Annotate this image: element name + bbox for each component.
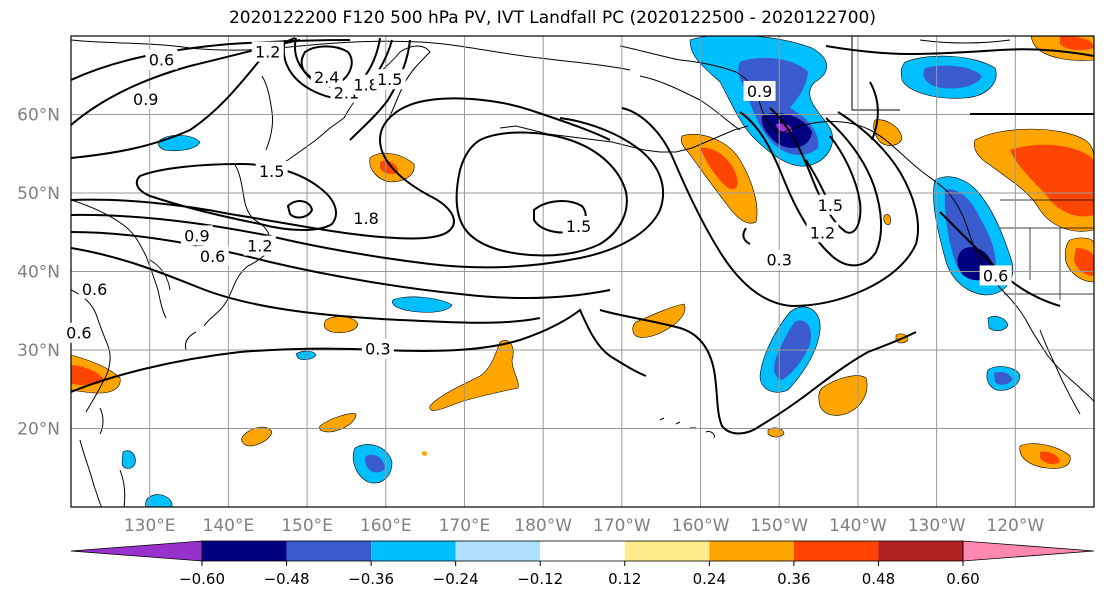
latitude-label: 30°N bbox=[17, 341, 60, 361]
longitude-label: 150°E bbox=[281, 516, 333, 536]
contour-label-background bbox=[78, 278, 111, 299]
contour-label-background bbox=[145, 49, 178, 70]
contour-label-background bbox=[743, 80, 776, 101]
contour-label: 1.5 bbox=[377, 70, 402, 89]
contour-label-background bbox=[562, 215, 595, 236]
contour-label: 1.5 bbox=[818, 196, 843, 215]
contour-label: 0.3 bbox=[365, 339, 390, 358]
contour-label-background bbox=[255, 161, 288, 182]
contour-label-background bbox=[373, 69, 406, 90]
contour-label: 1.8 bbox=[353, 209, 378, 228]
latitude-label: 60°N bbox=[17, 106, 60, 126]
contour-label-background bbox=[310, 66, 343, 87]
contour-label: 1.5 bbox=[566, 217, 591, 236]
contour-label-background bbox=[763, 249, 796, 270]
contour-labels: 0.60.91.22.42.11.81.51.51.80.91.20.60.60… bbox=[62, 41, 1012, 359]
contour-label: 0.6 bbox=[149, 51, 174, 70]
latitude-labels: 20°N 30°N 40°N 50°N 60°N bbox=[17, 106, 60, 440]
contour-label: 2.4 bbox=[314, 68, 339, 87]
contour-label-background bbox=[129, 88, 162, 109]
longitude-labels: 130°E 140°E 150°E 160°E 170°E 180°W 170°W 160°W… bbox=[124, 516, 1045, 536]
contour-label-background bbox=[62, 322, 95, 343]
contour-label-background bbox=[243, 235, 276, 256]
colorbar-tick-label: −0.36 bbox=[348, 570, 394, 588]
contour-label-background bbox=[814, 194, 847, 215]
colorbar-segment bbox=[624, 541, 710, 561]
gridlines bbox=[71, 36, 1094, 507]
colorbar-frame bbox=[201, 540, 964, 562]
contour-label-background bbox=[180, 225, 213, 246]
colorbar-segment bbox=[793, 541, 879, 561]
colorbar-segment bbox=[455, 541, 541, 561]
map-frame bbox=[70, 35, 1095, 508]
contour-label: 0.6 bbox=[66, 324, 91, 343]
latitude-label: 20°N bbox=[17, 420, 60, 440]
contour-label: 0.9 bbox=[184, 226, 209, 245]
colorbar-tick-label: 0.12 bbox=[608, 570, 641, 588]
contour-label: 0.3 bbox=[767, 251, 792, 270]
longitude-label: 120°W bbox=[986, 516, 1044, 536]
contour-label: 1.8 bbox=[353, 76, 378, 95]
longitude-label: 150°W bbox=[750, 516, 808, 536]
contour-label: 0.6 bbox=[983, 266, 1008, 285]
colorbar-segment bbox=[878, 541, 963, 561]
longitude-label: 170°W bbox=[593, 516, 651, 536]
colorbar: −0.60 −0.48 −0.36 −0.24 −0.12 0.12 0.24 0.36 0.4… bbox=[70, 540, 1095, 588]
colorbar-tick-label: −0.12 bbox=[517, 570, 563, 588]
contour-label: 1.5 bbox=[259, 162, 284, 181]
latitude-label: 50°N bbox=[17, 184, 60, 204]
colorbar-tick-label: 0.60 bbox=[946, 570, 979, 588]
contour-label-background bbox=[196, 245, 229, 266]
longitude-label: 140°E bbox=[203, 516, 255, 536]
contour-label-background bbox=[979, 265, 1012, 286]
longitude-label: 170°E bbox=[439, 516, 491, 536]
contour-label-background bbox=[251, 41, 284, 62]
colorbar-tick-label: −0.24 bbox=[433, 570, 479, 588]
contour-label: 0.6 bbox=[200, 247, 225, 266]
longitude-label: 180°W bbox=[514, 516, 572, 536]
longitude-label: 160°W bbox=[672, 516, 730, 536]
colorbar-segment bbox=[371, 541, 456, 561]
colorbar-segment bbox=[540, 541, 625, 561]
contour-label-background bbox=[350, 208, 383, 229]
latitude-label: 40°N bbox=[17, 263, 60, 283]
longitude-label: 160°E bbox=[360, 516, 412, 536]
colorbar-lower-extension bbox=[70, 540, 203, 562]
colorbar-segment bbox=[286, 541, 372, 561]
contour-label: 0.6 bbox=[82, 280, 107, 299]
contour-label: 1.2 bbox=[255, 43, 280, 62]
longitude-label: 130°W bbox=[908, 516, 966, 536]
colorbar-segment bbox=[709, 541, 794, 561]
contour-label: 0.9 bbox=[133, 90, 158, 109]
contour-label: 0.9 bbox=[747, 82, 772, 101]
colorbar-tick-label: −0.48 bbox=[264, 570, 310, 588]
contour-label: 1.2 bbox=[247, 237, 272, 256]
contour-label-background bbox=[806, 222, 839, 243]
pv-contours bbox=[71, 37, 1094, 435]
longitude-label: 130°E bbox=[124, 516, 176, 536]
colorbar-tick-label: 0.36 bbox=[777, 570, 810, 588]
longitude-label: 140°W bbox=[829, 516, 887, 536]
colorbar-tick-label: −0.60 bbox=[179, 570, 225, 588]
colorbar-tick-label: 0.48 bbox=[862, 570, 895, 588]
map-title: 2020122200 F120 500 hPa PV, IVT Landfall… bbox=[228, 8, 876, 28]
colorbar-segment bbox=[202, 541, 287, 561]
colorbar-tick-label: 0.24 bbox=[693, 570, 726, 588]
contour-label: 1.2 bbox=[810, 223, 835, 242]
colorbar-upper-extension bbox=[962, 540, 1095, 562]
contour-label-background bbox=[361, 338, 394, 359]
